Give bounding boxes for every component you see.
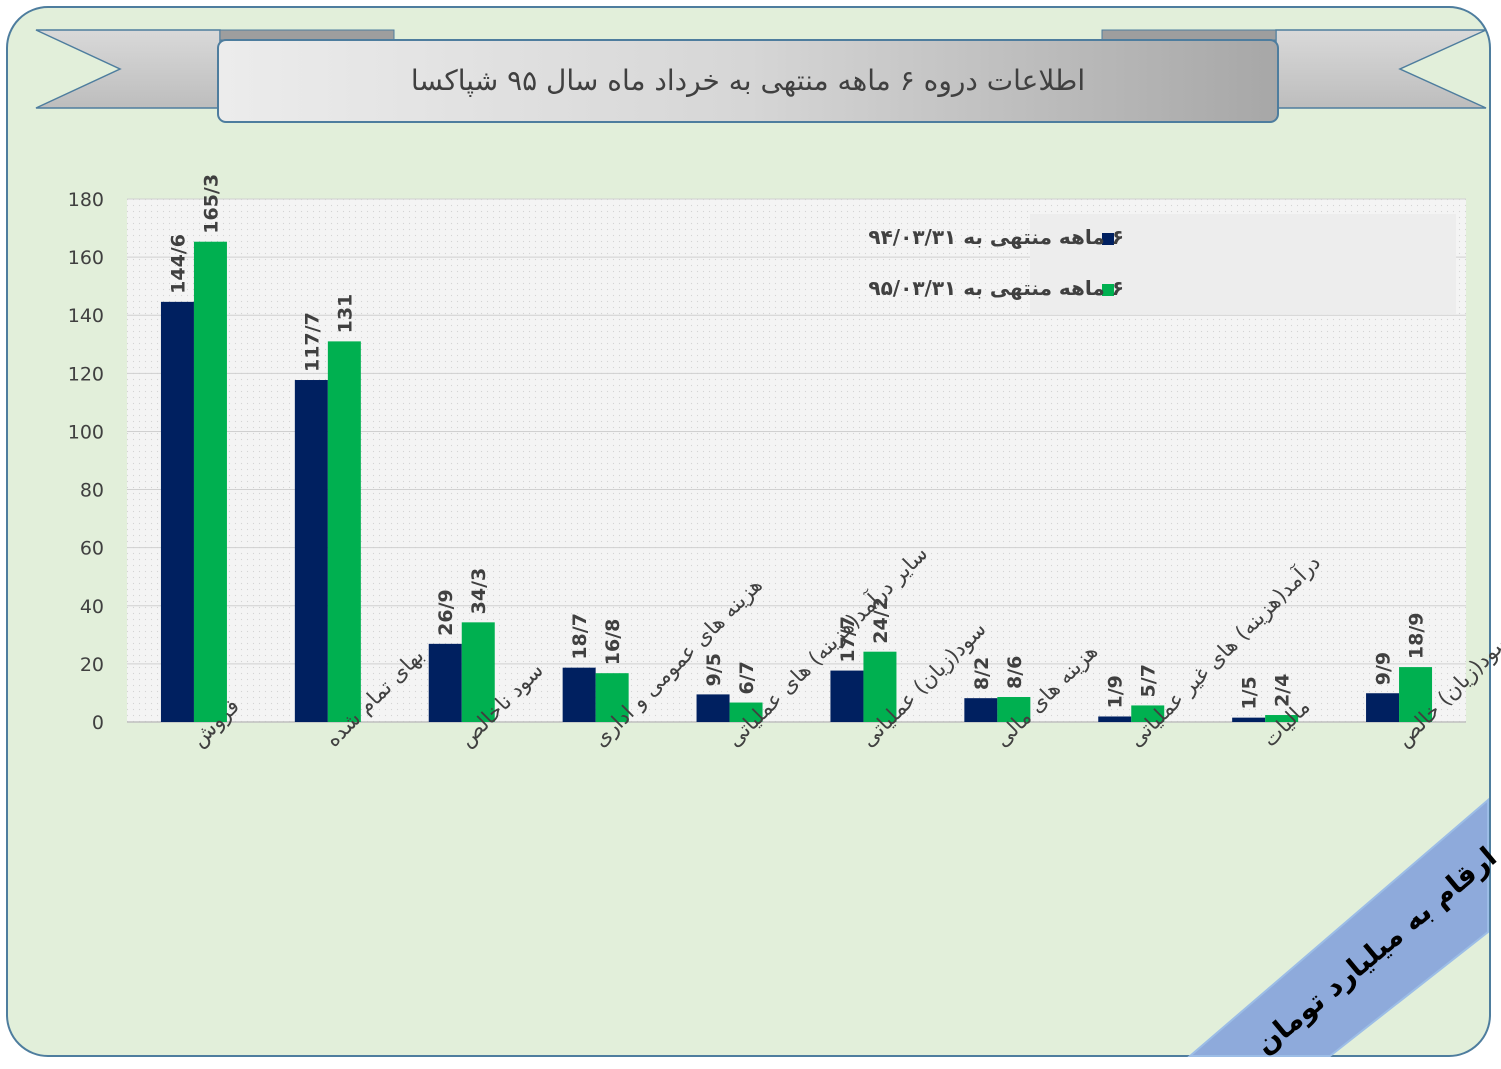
data-label: 144/6 [167,234,189,294]
legend-swatch-series-2 [1102,284,1114,296]
bar-series-2 [863,651,897,722]
y-axis: 0 20 40 60 80 100 120 140 160 180 [68,189,104,734]
data-label: 26/9 [435,589,457,636]
bar-series-1 [696,694,730,722]
data-label: 17/7 [837,616,859,663]
bar-series-1 [964,698,998,722]
legend-label-series-1: ۶ ماهه منتهی به ۹۴/۰۳/۳۱ [868,225,1124,249]
bar-series-2 [1131,705,1165,722]
data-label: 34/3 [468,568,490,615]
bar-series-2 [1265,715,1299,722]
data-label: 5/7 [1138,664,1160,697]
data-label: 18/9 [1406,612,1428,659]
data-label: 6/7 [736,661,758,694]
data-label: 24/2 [870,597,892,644]
bars [160,241,1433,722]
y-tick-label: 60 [80,538,104,560]
data-label: 16/8 [602,619,624,666]
page-title: اطلاعات دروه ۶ ماهه منتهی به خرداد ماه س… [411,64,1085,97]
data-label: 8/2 [971,657,993,690]
y-tick-label: 80 [80,480,104,502]
data-label: 9/5 [703,653,725,686]
data-label: 2/4 [1272,674,1294,707]
y-tick-label: 40 [80,596,104,618]
bar-series-2 [461,622,495,722]
bar-series-1 [428,643,462,722]
bar-series-1 [160,301,194,722]
bar-series-2 [595,673,629,722]
legend-label-series-2: ۶ ماهه منتهی به ۹۵/۰۳/۳۱ [868,276,1124,300]
bar-series-1 [562,667,596,722]
bar-series-1 [1098,716,1132,722]
data-label: 8/6 [1004,656,1026,689]
bar-series-2 [1399,667,1433,722]
y-tick-label: 0 [92,712,104,734]
legend-swatch-series-1 [1102,233,1114,245]
bar-series-1 [1232,717,1266,722]
data-label: 1/5 [1239,676,1261,709]
data-label: 131 [334,294,356,334]
bar-series-2 [997,697,1031,722]
bar-series-1 [294,380,328,722]
y-tick-label: 20 [80,654,104,676]
data-label: 18/7 [569,613,591,660]
bar-series-2 [327,341,361,722]
y-tick-label: 120 [68,363,104,385]
y-tick-label: 100 [68,421,104,443]
data-label: 9/9 [1373,652,1395,685]
y-tick-label: 180 [68,189,104,211]
data-label: 165/3 [200,174,222,234]
data-label: 117/7 [301,312,323,372]
data-label: 1/9 [1105,675,1127,708]
bar-series-1 [830,670,864,722]
y-tick-label: 140 [68,305,104,327]
legend: ۶ ماهه منتهی به ۹۴/۰۳/۳۱ ۶ ماهه منتهی به… [868,214,1456,314]
data-labels: 144/6 165/3 117/7 131 26/9 34/3 18/7 16/8 9/5 6/7… [167,174,1427,710]
bar-series-1 [1366,693,1400,722]
title-ribbon: اطلاعات دروه ۶ ماهه منتهی به خرداد ماه س… [35,29,1487,123]
bar-series-2 [729,702,763,722]
y-tick-label: 160 [68,247,104,269]
bar-series-2 [193,241,227,722]
